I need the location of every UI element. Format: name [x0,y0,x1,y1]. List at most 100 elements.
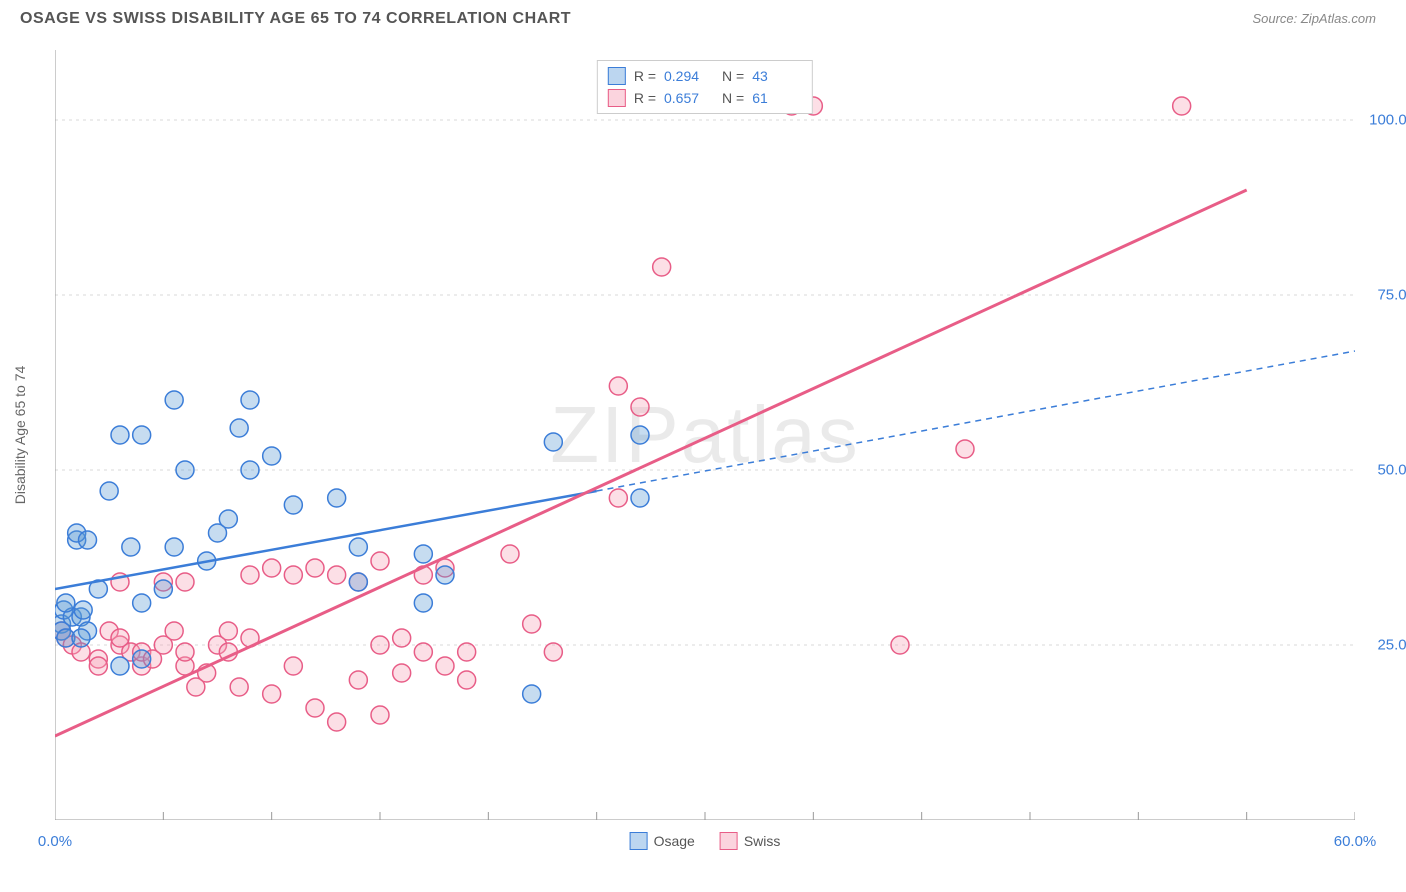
data-point-swiss [284,657,302,675]
source-name: ZipAtlas.com [1301,11,1376,26]
legend-stat-row: R = 0.657 N = 61 [608,87,802,109]
legend-r-value: 0.657 [664,90,714,106]
data-point-swiss [891,636,909,654]
data-point-swiss [393,664,411,682]
data-point-swiss [393,629,411,647]
legend-series-label: Swiss [744,833,781,849]
data-point-swiss [176,643,194,661]
data-point-swiss [306,559,324,577]
data-point-osage [230,419,248,437]
chart-title: OSAGE VS SWISS DISABILITY AGE 65 TO 74 C… [20,10,571,28]
data-point-osage [544,433,562,451]
data-point-swiss [371,552,389,570]
data-point-swiss [306,699,324,717]
chart-container: Disability Age 65 to 74 ZIPatlas 25.0%50… [55,50,1355,820]
data-point-swiss [263,559,281,577]
data-point-osage [523,685,541,703]
legend-swatch [608,67,626,85]
legend-swatch [608,89,626,107]
data-point-osage [349,573,367,591]
data-point-osage [631,426,649,444]
data-point-swiss [284,566,302,584]
legend-n-value: 61 [752,90,802,106]
data-point-osage [165,538,183,556]
xtick-label: 60.0% [1334,833,1377,850]
legend-n-label: N = [722,90,744,106]
data-point-osage [154,580,172,598]
data-point-swiss [89,657,107,675]
xtick-label: 0.0% [38,833,72,850]
data-point-swiss [414,643,432,661]
data-point-osage [122,538,140,556]
data-point-osage [241,391,259,409]
data-point-osage [349,538,367,556]
data-point-swiss [371,636,389,654]
data-point-swiss [371,706,389,724]
data-point-swiss [1173,97,1191,115]
data-point-osage [57,594,75,612]
data-point-osage [133,650,151,668]
data-point-swiss [956,440,974,458]
data-point-osage [74,601,92,619]
data-point-swiss [631,398,649,416]
data-point-osage [111,657,129,675]
data-point-swiss [328,713,346,731]
legend-r-value: 0.294 [664,68,714,84]
data-point-osage [328,489,346,507]
data-point-osage [241,461,259,479]
data-point-osage [436,566,454,584]
data-point-osage [165,391,183,409]
data-point-swiss [176,573,194,591]
data-point-swiss [328,566,346,584]
data-point-swiss [349,671,367,689]
legend-r-label: R = [634,90,656,106]
data-point-swiss [165,622,183,640]
data-point-swiss [609,377,627,395]
legend-n-label: N = [722,68,744,84]
legend-stat-row: R = 0.294 N = 43 [608,65,802,87]
ytick-label: 100.0% [1369,112,1406,129]
scatter-plot [55,50,1355,820]
data-point-swiss [544,643,562,661]
data-point-osage [414,594,432,612]
data-point-swiss [653,258,671,276]
y-axis-label: Disability Age 65 to 74 [12,366,28,505]
legend-series: Osage Swiss [630,832,781,850]
data-point-osage [176,461,194,479]
data-point-swiss [436,657,454,675]
legend-series-item: Osage [630,832,695,850]
data-point-swiss [523,615,541,633]
ytick-label: 50.0% [1377,462,1406,479]
data-point-osage [284,496,302,514]
ytick-label: 75.0% [1377,287,1406,304]
data-point-swiss [501,545,519,563]
data-point-osage [414,545,432,563]
data-point-osage [263,447,281,465]
legend-r-label: R = [634,68,656,84]
data-point-osage [219,510,237,528]
regression-extrapolation-osage [597,351,1355,491]
data-point-swiss [263,685,281,703]
legend-series-label: Osage [654,833,695,849]
data-point-osage [100,482,118,500]
data-point-swiss [219,622,237,640]
data-point-swiss [458,671,476,689]
data-point-swiss [230,678,248,696]
data-point-swiss [241,566,259,584]
legend-swatch [630,832,648,850]
data-point-osage [133,594,151,612]
data-point-osage [631,489,649,507]
source-prefix: Source: [1252,11,1300,26]
data-point-swiss [609,489,627,507]
legend-statistics: R = 0.294 N = 43 R = 0.657 N = 61 [597,60,813,114]
legend-swatch [720,832,738,850]
data-point-osage [72,629,90,647]
ytick-label: 25.0% [1377,637,1406,654]
data-point-swiss [458,643,476,661]
legend-n-value: 43 [752,68,802,84]
data-point-osage [111,426,129,444]
regression-line-swiss [55,190,1247,736]
data-point-osage [79,531,97,549]
source-attribution: Source: ZipAtlas.com [1252,10,1376,28]
data-point-osage [133,426,151,444]
